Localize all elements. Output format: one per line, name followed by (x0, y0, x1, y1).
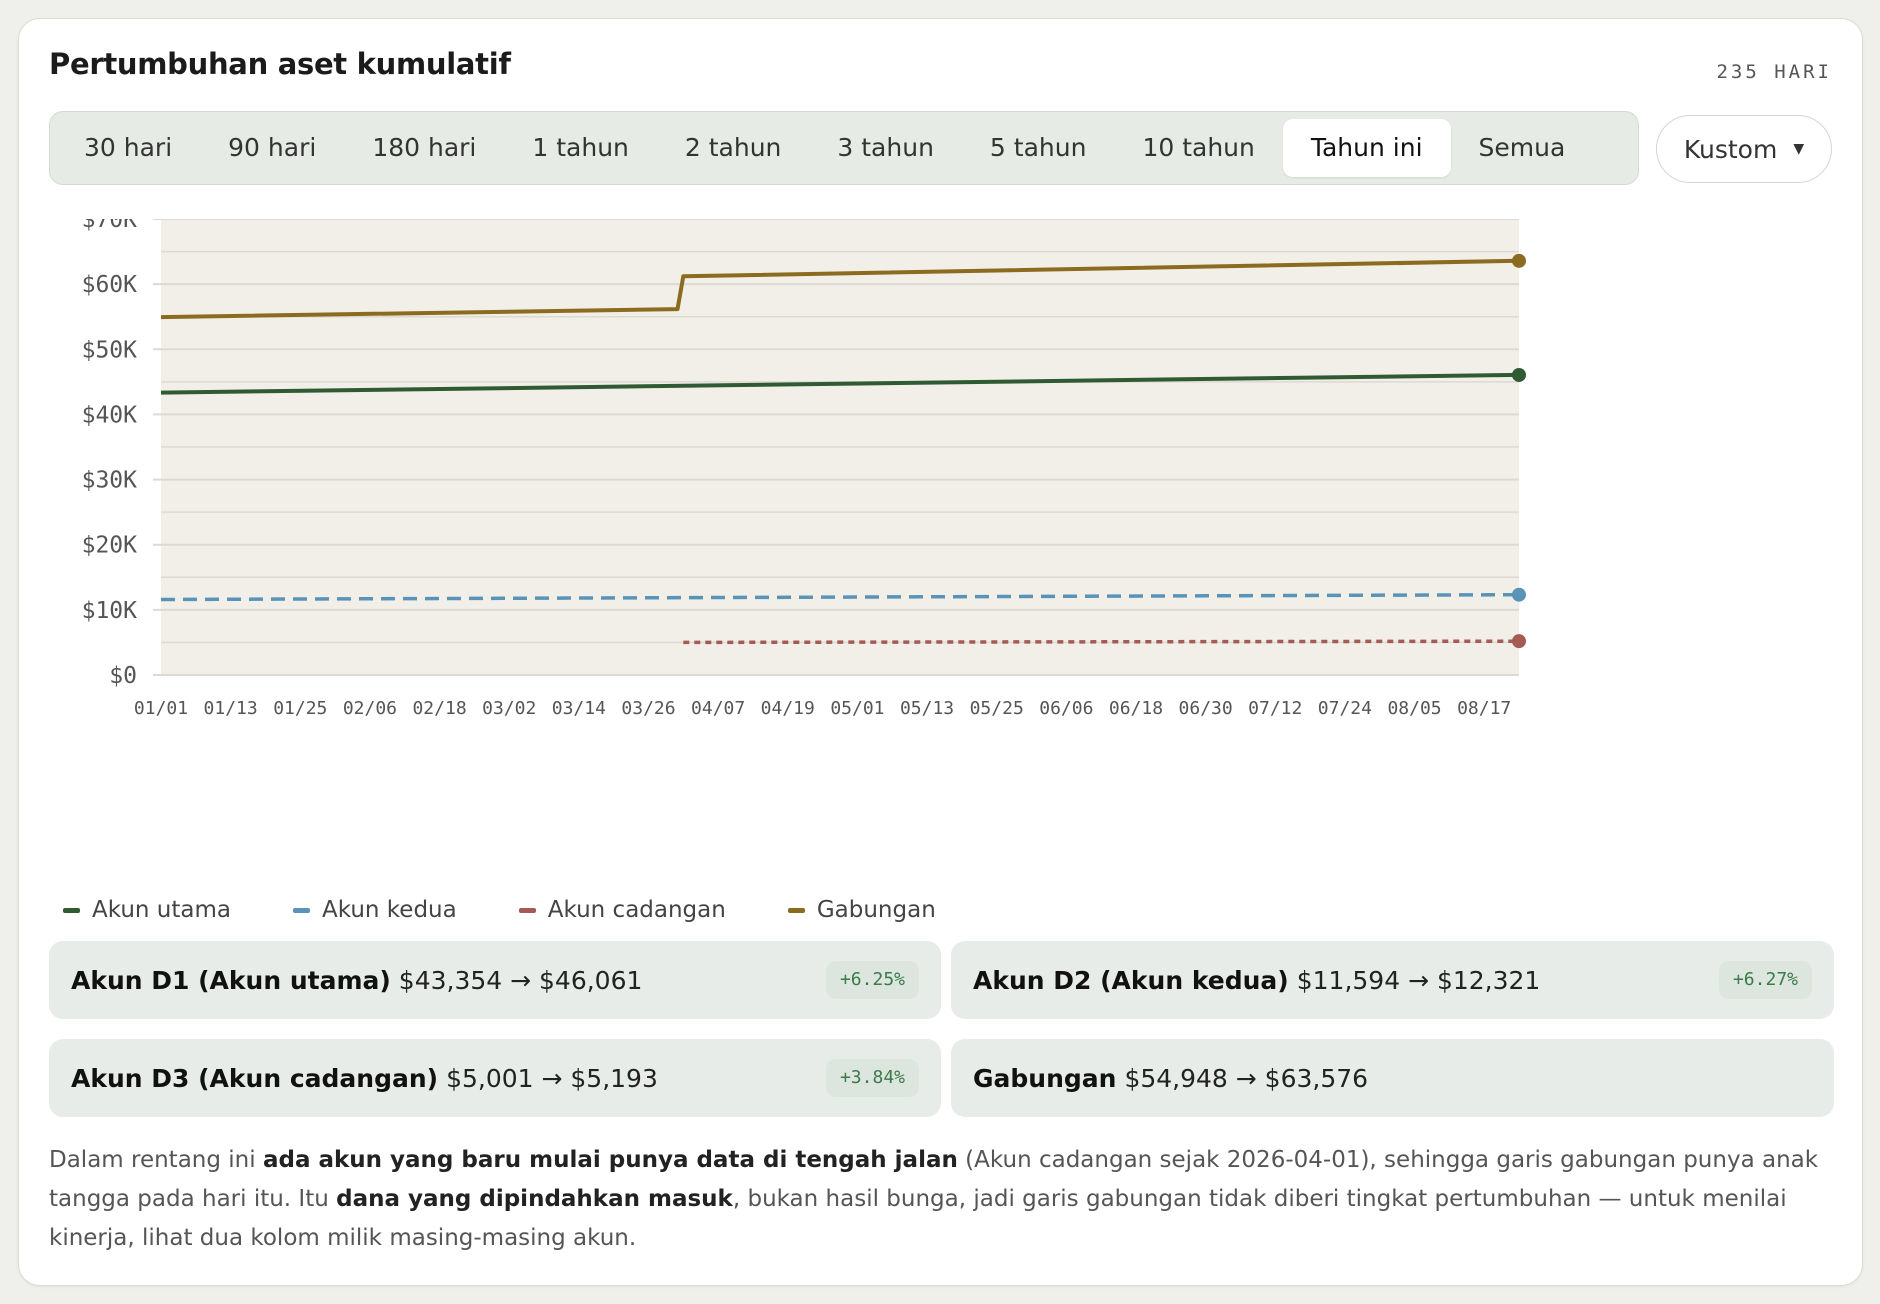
x-tick-label: 01/01 (134, 698, 188, 719)
note-text: (Akun cadangan sejak 2026-04-01), sehing… (49, 1147, 1819, 1212)
legend-item-akun-kedua: Akun kedua (293, 897, 457, 923)
x-tick-label: 01/13 (204, 698, 258, 719)
range-tab-5-tahun[interactable]: 5 tahun (989, 133, 1087, 162)
x-tick-label: 03/14 (552, 698, 606, 719)
legend-swatch-akun-kedua (293, 907, 310, 913)
stat-name: Akun D2 (Akun kedua) (973, 965, 1289, 995)
y-tick-label: $30K (82, 468, 138, 494)
card-title: Pertumbuhan aset kumulatif (49, 47, 511, 81)
legend-item-akun-utama: Akun utama (63, 897, 231, 923)
explanation-note: Dalam rentang ini ada akun yang baru mul… (49, 1141, 1839, 1258)
legend-label: Akun cadangan (547, 897, 726, 923)
x-tick-label: 05/01 (830, 698, 884, 719)
custom-range-button[interactable]: Kustom ▼ (1656, 115, 1832, 183)
x-tick-label: 04/07 (691, 698, 745, 719)
x-tick-label: 06/18 (1109, 698, 1163, 719)
x-tick-label: 03/02 (482, 698, 536, 719)
legend-item-gabungan: Gabungan (787, 897, 936, 923)
stat-range: $5,001 → $5,193 (446, 1063, 658, 1093)
x-tick-label: 03/26 (621, 698, 675, 719)
y-tick-label: $10K (82, 598, 138, 624)
range-tab-90-hari[interactable]: 90 hari (228, 133, 317, 162)
growth-badge: +3.84% (825, 1059, 919, 1097)
custom-range-label: Kustom (1683, 134, 1778, 164)
range-selector: 30 hari 90 hari 180 hari 1 tahun 2 tahun… (49, 111, 1639, 185)
x-tick-label: 07/24 (1318, 698, 1372, 719)
note-text: , bukan hasil bunga, jadi garis gabungan… (49, 1186, 1787, 1251)
range-tab-3-tahun[interactable]: 3 tahun (837, 133, 934, 162)
legend-swatch-akun-utama (63, 907, 80, 913)
growth-badge: +6.25% (825, 961, 919, 999)
legend-label: Gabungan (816, 897, 936, 923)
stat-range: $43,354 → $46,061 (398, 965, 643, 995)
stat-card-akun-d1: Akun D1 (Akun utama) $43,354 → $46,061 +… (49, 941, 941, 1019)
series-line-akun-cadangan (683, 639, 1520, 645)
y-tick-label: $60K (82, 272, 138, 298)
x-tick-label: 01/25 (273, 698, 327, 719)
series-line-gabungan (160, 258, 1520, 320)
x-tick-label: 06/30 (1179, 698, 1233, 719)
note-text: Dalam rentang ini (49, 1147, 263, 1173)
growth-badge: +6.27% (1718, 961, 1812, 999)
legend-label: Akun kedua (322, 897, 457, 923)
x-tick-label: 08/05 (1387, 698, 1441, 719)
y-tick-label: $40K (82, 402, 138, 428)
x-tick-label: 07/12 (1248, 698, 1302, 719)
x-tick-label: 05/13 (900, 698, 954, 719)
growth-card: Pertumbuhan aset kumulatif 235 HARI 30 h… (18, 18, 1863, 1286)
stat-name: Gabungan (973, 1063, 1117, 1093)
y-tick-label: $0 (109, 663, 137, 689)
series-end-point-gabungan (1512, 253, 1526, 268)
legend-label: Akun utama (92, 897, 231, 923)
series-end-point-akun-utama (1512, 367, 1526, 382)
note-emphasis: ada akun yang baru mulai punya data di t… (262, 1147, 958, 1173)
series-end-point-akun-cadangan (1512, 634, 1526, 649)
legend-item-akun-cadangan: Akun cadangan (518, 897, 726, 923)
y-tick-label: $20K (82, 533, 138, 559)
growth-line-chart: $70K $60K $50K $40K $30K $20K $10K $0 01/01 01/13… (82, 219, 1526, 719)
stat-range: $54,948 → $63,576 (1124, 1063, 1369, 1093)
range-tab-180-hari[interactable]: 180 hari (372, 133, 477, 162)
stat-card-akun-d3: Akun D3 (Akun cadangan) $5,001 → $5,193 … (49, 1039, 941, 1117)
stat-name: Akun D3 (Akun cadangan) (71, 1063, 439, 1093)
range-tab-2-tahun[interactable]: 2 tahun (684, 133, 782, 162)
legend-swatch-gabungan (787, 907, 805, 913)
days-count: 235 HARI (1716, 61, 1832, 83)
y-tick-label: $50K (82, 337, 138, 363)
range-tab-tahun-ini[interactable]: Tahun ini (1282, 119, 1451, 177)
x-tick-label: 04/19 (761, 698, 815, 719)
stat-card-akun-d2: Akun D2 (Akun kedua) $11,594 → $12,321 +… (951, 941, 1834, 1019)
series-line-akun-kedua (160, 592, 1520, 602)
x-tick-label: 06/06 (1039, 698, 1093, 719)
range-tab-1-tahun[interactable]: 1 tahun (532, 133, 629, 162)
x-tick-label: 08/17 (1457, 698, 1511, 719)
range-tab-10-tahun[interactable]: 10 tahun (1142, 133, 1255, 162)
stat-name: Akun D1 (Akun utama) (71, 965, 391, 995)
x-tick-label: 05/25 (970, 698, 1024, 719)
y-tick-label: $70K (82, 219, 138, 233)
chart-area: $70K $60K $50K $40K $30K $20K $10K $0 01/01 01/13… (19, 219, 1864, 879)
stat-range: $11,594 → $12,321 (1296, 965, 1541, 995)
stat-card-gabungan: Gabungan $54,948 → $63,576 (951, 1039, 1834, 1117)
chart-legend: Akun utama Akun kedua Akun cadangan Gabu… (63, 897, 936, 923)
series-end-point-akun-kedua (1512, 587, 1526, 602)
range-tab-30-hari[interactable]: 30 hari (84, 133, 173, 162)
x-tick-label: 02/18 (412, 698, 466, 719)
legend-swatch-akun-cadangan (518, 907, 536, 913)
x-tick-label: 02/06 (343, 698, 397, 719)
series-line-akun-utama (160, 372, 1520, 395)
note-emphasis: dana yang dipindahkan masuk (336, 1186, 733, 1212)
chevron-down-icon: ▼ (1793, 141, 1805, 157)
range-tab-semua[interactable]: Semua (1478, 133, 1566, 162)
